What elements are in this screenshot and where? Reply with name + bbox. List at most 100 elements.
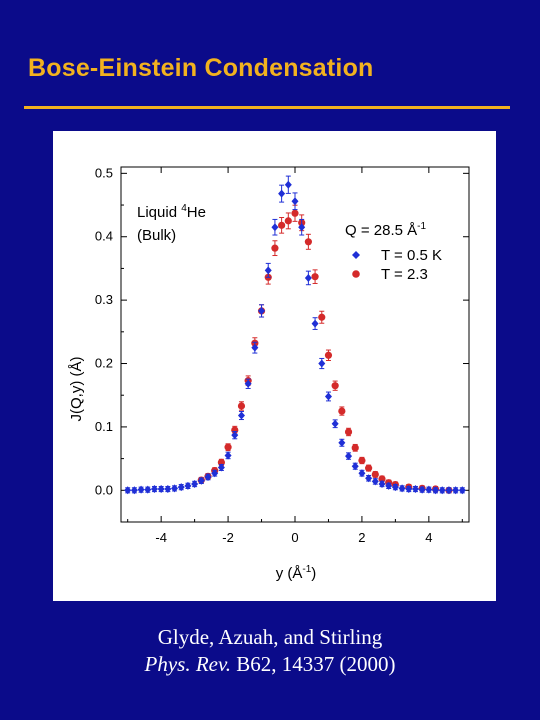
x-tick-label: 4	[425, 530, 432, 545]
x-tick-label: -4	[155, 530, 167, 545]
x-axis-label: y (Å-1)	[276, 564, 317, 582]
data-point-2-3K	[358, 456, 366, 465]
data-point-2-3K	[284, 217, 292, 225]
data-point-0-5K	[264, 266, 272, 275]
data-point-2-3K	[311, 273, 319, 281]
data-point-0-5K	[371, 477, 379, 486]
data-point-0-5K	[365, 474, 373, 483]
data-point-0-5K	[318, 359, 326, 368]
y-tick-label: 0.4	[95, 229, 113, 244]
data-point-0-5K	[237, 411, 245, 420]
data-point-0-5K	[445, 486, 453, 495]
x-tick-label: -2	[222, 530, 234, 545]
data-point-0-5K	[191, 479, 199, 488]
data-point-0-5K	[231, 431, 239, 440]
data-point-2-3K	[278, 221, 286, 229]
data-point-0-5K	[418, 485, 426, 494]
data-point-0-5K	[338, 438, 346, 447]
data-point-0-5K	[432, 486, 440, 495]
data-point-2-3K	[378, 475, 386, 483]
data-point-0-5K	[211, 469, 219, 478]
data-point-0-5K	[144, 485, 152, 494]
data-point-0-5K	[405, 485, 413, 494]
data-point-0-5K	[345, 452, 353, 461]
data-point-2-3K	[237, 402, 246, 410]
y-tick-label: 0.3	[95, 292, 113, 307]
chart-svg: -4 -2 0 2 4 0.0 0.1 0.2 0.3 0.4 0.5 Liquid 4He (Bu…	[68, 165, 470, 582]
data-point-0-5K	[331, 419, 339, 428]
data-point-0-5K	[258, 306, 266, 315]
y-tick-label: 0.1	[95, 419, 113, 434]
chart-legend: T = 0.5 K T = 2.3	[352, 247, 442, 283]
annotation-q-value: Q = 28.5 Å-1	[345, 221, 426, 239]
data-point-0-5K	[204, 472, 212, 481]
data-point-0-5K	[298, 223, 306, 232]
data-point-0-5K	[425, 485, 433, 494]
y-tick-label: 0.2	[95, 356, 113, 371]
y-tick-label: 0.5	[95, 165, 113, 180]
data-point-0-5K	[278, 189, 286, 198]
data-point-0-5K	[351, 462, 359, 471]
annotation-sample-line2: (Bulk)	[137, 227, 176, 244]
citation-volume: B62, 14337 (2000)	[236, 652, 396, 676]
data-point-0-5K	[137, 485, 145, 494]
data-point-0-5K	[391, 483, 399, 492]
data-point-0-5K	[378, 479, 386, 488]
data-point-0-5K	[171, 484, 179, 493]
data-point-0-5K	[157, 485, 165, 494]
data-point-0-5K	[311, 319, 319, 328]
data-point-0-5K	[284, 180, 292, 189]
data-point-2-3K	[304, 238, 312, 246]
legend-marker-0-5K	[352, 251, 360, 259]
y-axis-label: J(Q,y) (Å)	[68, 357, 85, 422]
data-point-0-5K	[150, 485, 158, 494]
data-point-0-5K	[398, 484, 406, 493]
legend-label-0-5K: T = 0.5 K	[381, 247, 442, 264]
data-point-2-3K	[331, 382, 339, 390]
data-point-0-5K	[244, 379, 252, 388]
data-point-0-5K	[164, 485, 172, 494]
data-point-0-5K	[291, 197, 299, 206]
data-point-2-3K	[338, 407, 346, 415]
data-point-2-3K	[371, 470, 379, 479]
data-point-0-5K	[452, 486, 460, 495]
data-point-0-5K	[271, 223, 279, 232]
data-point-2-3K	[324, 351, 333, 359]
data-point-0-5K	[184, 481, 192, 490]
data-point-0-5K	[224, 451, 232, 460]
chart-axes-layer: -4 -2 0 2 4 0.0 0.1 0.2 0.3 0.4 0.5	[95, 165, 470, 545]
x-tick-label: 0	[291, 530, 298, 545]
x-tick-label: 2	[358, 530, 365, 545]
data-point-2-3K	[365, 464, 373, 472]
chart-figure: -4 -2 0 2 4 0.0 0.1 0.2 0.3 0.4 0.5 Liquid 4He (Bu…	[53, 131, 496, 601]
annotation-sample-line1: Liquid 4He	[137, 203, 206, 221]
legend-marker-2-3K	[352, 270, 360, 278]
legend-label-2-3K: T = 2.3	[381, 266, 428, 283]
citation-reference: Phys. Rev. B62, 14337 (2000)	[0, 651, 540, 678]
data-point-0-5K	[197, 476, 205, 485]
data-point-0-5K	[177, 483, 185, 492]
citation: Glyde, Azuah, and Stirling Phys. Rev. B6…	[0, 624, 540, 678]
citation-authors: Glyde, Azuah, and Stirling	[157, 625, 383, 649]
slide-title: Bose-Einstein Condensation	[28, 54, 374, 82]
data-point-0-5K	[130, 486, 138, 495]
chart-data-layer	[124, 175, 466, 495]
data-point-2-3K	[318, 313, 326, 321]
data-point-0-5K	[438, 486, 446, 495]
data-point-0-5K	[217, 463, 225, 472]
data-point-0-5K	[124, 486, 132, 495]
data-point-0-5K	[358, 469, 366, 478]
data-point-2-3K	[351, 444, 359, 452]
data-point-0-5K	[458, 486, 466, 495]
data-point-2-3K	[271, 244, 279, 252]
data-point-2-3K	[224, 443, 232, 451]
data-point-2-3K	[344, 428, 353, 436]
data-point-0-5K	[385, 481, 393, 490]
title-underline	[24, 106, 510, 109]
data-point-0-5K	[411, 485, 419, 494]
data-point-0-5K	[251, 343, 259, 352]
data-point-2-3K	[291, 209, 299, 217]
data-point-0-5K	[304, 273, 312, 282]
data-point-0-5K	[324, 392, 332, 401]
y-tick-label: 0.0	[95, 482, 113, 497]
